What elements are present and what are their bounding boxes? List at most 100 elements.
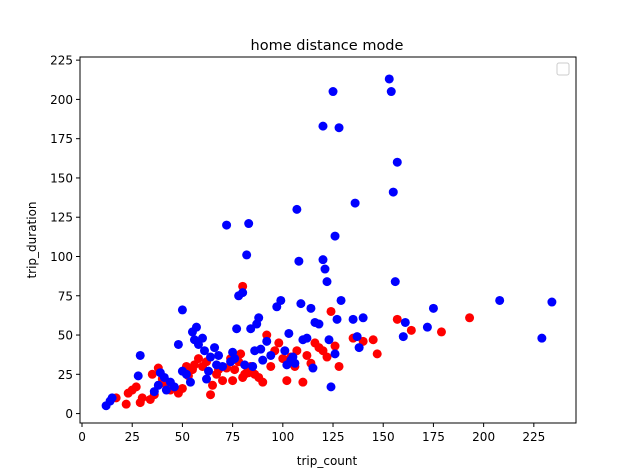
data-point-s0-15 bbox=[177, 383, 187, 393]
x-tick-label-7: 175 bbox=[422, 430, 445, 444]
data-point-s1-76 bbox=[348, 314, 358, 324]
data-point-s1-56 bbox=[290, 358, 300, 368]
data-point-s1-75 bbox=[318, 121, 328, 131]
data-point-s1-40 bbox=[246, 324, 256, 334]
data-point-s1-80 bbox=[358, 313, 368, 323]
data-point-s1-86 bbox=[398, 332, 408, 342]
x-axis-label: trip_count bbox=[297, 454, 358, 468]
data-point-s1-3 bbox=[133, 371, 143, 381]
data-point-s1-33 bbox=[230, 354, 240, 364]
data-point-s1-77 bbox=[350, 198, 360, 208]
data-point-s1-21 bbox=[197, 333, 207, 343]
data-point-s1-81 bbox=[384, 74, 394, 84]
data-point-s0-4 bbox=[131, 382, 141, 392]
data-point-s1-94 bbox=[330, 349, 340, 359]
data-point-s1-72 bbox=[332, 314, 342, 324]
data-point-s0-20 bbox=[193, 354, 203, 364]
data-point-s1-78 bbox=[352, 332, 362, 342]
data-point-s1-12 bbox=[173, 339, 183, 349]
data-point-s1-4 bbox=[135, 350, 145, 360]
data-point-s0-41 bbox=[266, 361, 276, 371]
y-tick-label-6: 150 bbox=[50, 171, 73, 185]
data-point-s1-87 bbox=[400, 317, 410, 327]
data-point-s0-30 bbox=[228, 376, 238, 386]
data-point-s1-24 bbox=[204, 366, 214, 376]
data-point-s0-9 bbox=[147, 369, 157, 379]
data-point-s1-58 bbox=[294, 256, 304, 266]
y-tick-label-1: 25 bbox=[58, 368, 73, 382]
data-point-s0-67 bbox=[238, 281, 248, 291]
data-point-s1-69 bbox=[326, 382, 336, 392]
data-point-s1-59 bbox=[296, 299, 306, 309]
x-tick-label-3: 75 bbox=[225, 430, 240, 444]
y-tick-label-2: 50 bbox=[58, 329, 73, 343]
data-point-s1-68 bbox=[322, 277, 332, 287]
data-point-s1-29 bbox=[218, 361, 228, 371]
y-tick-label-8: 200 bbox=[50, 93, 73, 107]
data-point-s0-31 bbox=[230, 365, 240, 375]
x-tick-label-0: 0 bbox=[78, 430, 86, 444]
data-point-s1-93 bbox=[324, 335, 334, 345]
x-tick-label-5: 125 bbox=[322, 430, 345, 444]
data-point-s0-55 bbox=[322, 352, 332, 362]
chart-title: home distance mode bbox=[251, 38, 404, 54]
x-tick-label-2: 50 bbox=[175, 430, 190, 444]
data-point-s0-33 bbox=[236, 349, 246, 359]
data-point-s1-23 bbox=[202, 374, 212, 384]
data-point-s1-85 bbox=[392, 157, 402, 167]
y-tick-label-3: 75 bbox=[58, 289, 73, 303]
data-point-s1-90 bbox=[495, 295, 505, 305]
data-point-s1-47 bbox=[262, 336, 272, 346]
data-point-s1-67 bbox=[320, 264, 330, 274]
data-point-s1-48 bbox=[266, 350, 276, 360]
data-point-s0-27 bbox=[218, 376, 228, 386]
data-point-s1-36 bbox=[238, 288, 248, 298]
x-tick-label-9: 225 bbox=[522, 430, 545, 444]
data-point-s1-39 bbox=[244, 219, 254, 229]
data-point-s1-74 bbox=[336, 295, 346, 305]
data-point-s1-91 bbox=[537, 333, 547, 343]
data-point-s1-51 bbox=[280, 346, 290, 356]
plot-area-frame bbox=[79, 56, 577, 424]
data-point-s1-44 bbox=[254, 313, 264, 323]
data-point-s1-45 bbox=[256, 344, 266, 354]
y-tick-label-5: 125 bbox=[50, 211, 73, 225]
x-tick-label-6: 150 bbox=[372, 430, 395, 444]
data-point-s1-15 bbox=[181, 369, 191, 379]
data-points bbox=[101, 74, 557, 411]
data-point-s1-70 bbox=[328, 87, 338, 97]
data-point-s0-50 bbox=[302, 350, 312, 360]
data-point-s1-25 bbox=[206, 352, 216, 362]
data-point-s0-56 bbox=[326, 306, 336, 316]
data-point-s1-89 bbox=[428, 303, 438, 313]
data-point-s0-66 bbox=[465, 313, 475, 323]
data-point-s0-23 bbox=[206, 390, 216, 400]
data-point-s1-82 bbox=[386, 87, 396, 97]
data-point-s1-84 bbox=[390, 277, 400, 287]
data-point-s1-63 bbox=[308, 363, 318, 373]
data-point-s0-57 bbox=[330, 341, 340, 351]
y-tick-label-0: 0 bbox=[65, 407, 73, 421]
data-point-s0-64 bbox=[406, 325, 416, 335]
data-point-s0-49 bbox=[298, 377, 308, 387]
data-point-s0-58 bbox=[334, 361, 344, 371]
y-tick-label-4: 100 bbox=[50, 250, 73, 264]
data-point-s1-41 bbox=[248, 361, 258, 371]
data-point-s1-22 bbox=[200, 346, 209, 356]
x-tick-label-8: 200 bbox=[472, 430, 495, 444]
data-point-s1-34 bbox=[232, 324, 242, 334]
y-tick-label-9: 225 bbox=[50, 54, 73, 68]
data-point-s1-46 bbox=[258, 355, 268, 365]
data-point-s0-62 bbox=[372, 349, 382, 359]
data-point-s1-14 bbox=[177, 305, 187, 315]
data-point-s1-16 bbox=[185, 377, 195, 387]
legend-box bbox=[556, 62, 570, 76]
data-point-s0-39 bbox=[258, 377, 268, 387]
data-point-s1-50 bbox=[276, 295, 286, 305]
data-point-s1-9 bbox=[161, 385, 171, 395]
data-point-s1-26 bbox=[210, 343, 220, 353]
data-point-s1-83 bbox=[388, 187, 398, 197]
data-point-s1-62 bbox=[306, 303, 316, 313]
